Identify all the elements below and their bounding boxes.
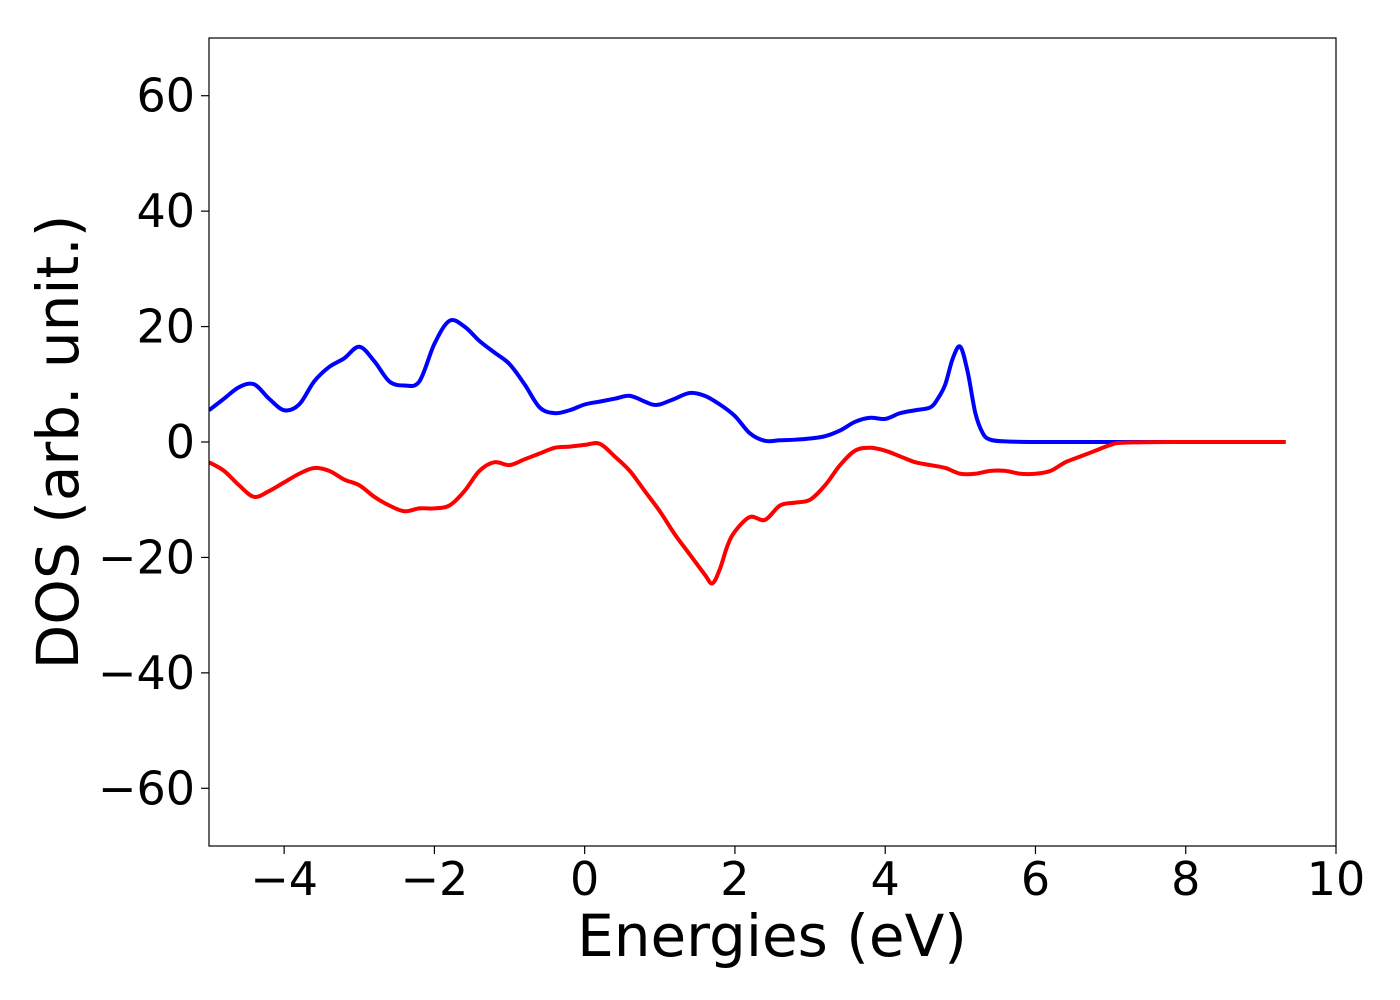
y-tick-label: −20 xyxy=(98,530,195,584)
x-tick-label: 0 xyxy=(570,852,599,906)
x-tick-label: 6 xyxy=(1021,852,1050,906)
x-tick-label: −2 xyxy=(400,852,468,906)
series-line-1 xyxy=(209,318,1286,445)
y-tick-label: 60 xyxy=(136,69,195,123)
y-tick-label: 20 xyxy=(136,300,195,354)
y-tick-label: 40 xyxy=(136,184,195,238)
series-layer xyxy=(209,318,1286,586)
x-tick-label: 4 xyxy=(871,852,900,906)
y-axis-title: DOS (arb. unit.) xyxy=(24,215,92,670)
x-tick-label: 2 xyxy=(720,852,749,906)
x-tick-label: −4 xyxy=(250,852,318,906)
y-tick-label: 0 xyxy=(166,415,195,469)
y-tick-label: −60 xyxy=(98,761,195,815)
x-axis-title: Energies (eV) xyxy=(577,902,967,970)
x-tick-label: 10 xyxy=(1307,852,1366,906)
series-line-2 xyxy=(209,439,1286,586)
y-tick-label: −40 xyxy=(98,646,195,700)
x-tick-label: 8 xyxy=(1171,852,1200,906)
